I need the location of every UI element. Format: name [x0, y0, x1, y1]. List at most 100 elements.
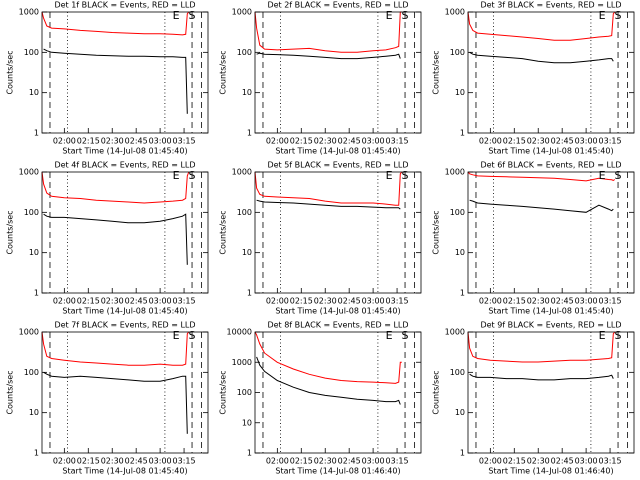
y-axis-label: Counts/sec [219, 210, 228, 254]
x-tick-label: 03:15 [386, 137, 409, 146]
annotation: S [189, 329, 196, 342]
y-tick-label: 1 [247, 129, 252, 138]
x-tick-label: 03:00 [575, 297, 598, 306]
x-tick-label: 02:15 [290, 457, 313, 466]
y-axis-label: Counts/sec [219, 50, 228, 94]
y-tick-label: 10 [455, 88, 465, 97]
series-line [256, 356, 401, 405]
x-tick-label: 02:15 [290, 137, 313, 146]
annotation: E [386, 329, 393, 342]
x-tick-label: 02:45 [338, 137, 361, 146]
y-axis-label: Counts/sec [432, 370, 441, 414]
series-line [467, 331, 616, 363]
x-tick-label: 02:45 [551, 297, 574, 306]
x-tick-label: 02:15 [503, 137, 526, 146]
y-tick-label: 100 [237, 48, 252, 57]
y-tick-label: 100 [24, 48, 39, 57]
y-tick-label: 10 [29, 88, 39, 97]
x-tick-label: 02:45 [551, 457, 574, 466]
x-tick-label: 03:00 [575, 137, 598, 146]
annotation: E [386, 169, 393, 182]
x-tick-label: 02:15 [77, 297, 100, 306]
x-tick-label: 02:15 [503, 297, 526, 306]
plot-frame [41, 171, 209, 294]
y-tick-label: 1000 [19, 328, 39, 337]
y-tick-label: 10 [29, 248, 39, 257]
y-axis-label: Counts/sec [432, 50, 441, 94]
x-tick-label: 03:15 [599, 137, 622, 146]
series-line [254, 11, 402, 53]
series-line [469, 51, 614, 64]
plot-frame [41, 11, 209, 134]
y-tick-label: 1 [34, 449, 39, 458]
x-tick-label: 02:30 [314, 137, 337, 146]
x-tick-label: 02:00 [266, 137, 289, 146]
plot-frame [467, 11, 635, 134]
series-line [43, 213, 188, 265]
y-tick-label: 1000 [445, 328, 465, 337]
series-line [256, 52, 401, 60]
x-tick-label: 02:30 [314, 297, 337, 306]
y-axis-label: Counts/sec [6, 370, 15, 414]
annotation: S [615, 329, 622, 342]
y-tick-label: 10 [242, 248, 252, 257]
x-tick-label: 03:15 [173, 457, 196, 466]
x-tick-label: 02:15 [77, 137, 100, 146]
plot-frame [254, 11, 422, 134]
annotation: E [173, 329, 180, 342]
x-axis-label: Start Time (14-Jul-08 01:45:40) [488, 307, 613, 316]
chart-title: Det 8f BLACK = Events, RED = LLD [267, 321, 408, 330]
x-tick-label: 02:30 [101, 297, 124, 306]
y-axis-label: Counts/sec [432, 210, 441, 254]
chart-title: Det 9f BLACK = Events, RED = LLD [480, 321, 621, 330]
x-axis-label: Start Time (14-Jul-08 01:45:40) [275, 147, 400, 156]
x-axis-label: Start Time (14-Jul-08 01:45:40) [62, 307, 187, 316]
x-tick-label: 02:00 [53, 137, 76, 146]
x-tick-label: 02:15 [290, 297, 313, 306]
series-line [467, 11, 616, 41]
x-tick-label: 02:00 [479, 297, 502, 306]
x-tick-label: 02:45 [125, 137, 148, 146]
series-line [467, 171, 616, 182]
y-tick-label: 1000 [445, 168, 465, 177]
x-tick-label: 02:45 [338, 457, 361, 466]
y-tick-label: 100 [450, 208, 465, 217]
x-axis-label: Start Time (14-Jul-08 01:45:40) [62, 147, 187, 156]
x-tick-label: 02:00 [266, 457, 289, 466]
chart-title: Det 5f BLACK = Events, RED = LLD [267, 161, 408, 170]
x-tick-label: 02:30 [527, 297, 550, 306]
x-axis-label: Start Time (14-Jul-08 01:45:40) [275, 307, 400, 316]
chart-title: Det 4f BLACK = Events, RED = LLD [54, 161, 195, 170]
plot-frame [467, 171, 635, 294]
x-tick-label: 03:15 [173, 297, 196, 306]
y-tick-label: 1000 [19, 168, 39, 177]
x-tick-label: 03:00 [149, 457, 172, 466]
series-line [469, 199, 614, 213]
y-axis-label: Counts/sec [6, 50, 15, 94]
y-tick-label: 100 [24, 208, 39, 217]
x-tick-label: 02:00 [266, 297, 289, 306]
x-tick-label: 02:30 [101, 457, 124, 466]
x-tick-label: 02:15 [503, 457, 526, 466]
y-tick-label: 10 [242, 418, 252, 427]
annotation: S [615, 9, 622, 22]
series-line [43, 371, 188, 434]
x-tick-label: 03:15 [173, 137, 196, 146]
y-tick-label: 1 [247, 289, 252, 298]
y-tick-label: 1000 [445, 8, 465, 17]
y-tick-label: 100 [237, 208, 252, 217]
series-line [41, 171, 190, 204]
annotation: S [189, 9, 196, 22]
y-tick-label: 100 [450, 368, 465, 377]
x-tick-label: 02:30 [314, 457, 337, 466]
annotation: E [599, 169, 606, 182]
series-line [43, 48, 188, 114]
chart-title: Det 2f BLACK = Events, RED = LLD [267, 1, 408, 10]
x-tick-label: 02:00 [53, 297, 76, 306]
y-tick-label: 100 [24, 368, 39, 377]
x-tick-label: 03:15 [386, 457, 409, 466]
y-tick-label: 10000 [227, 328, 252, 337]
annotation: S [189, 169, 196, 182]
x-tick-label: 02:00 [53, 457, 76, 466]
